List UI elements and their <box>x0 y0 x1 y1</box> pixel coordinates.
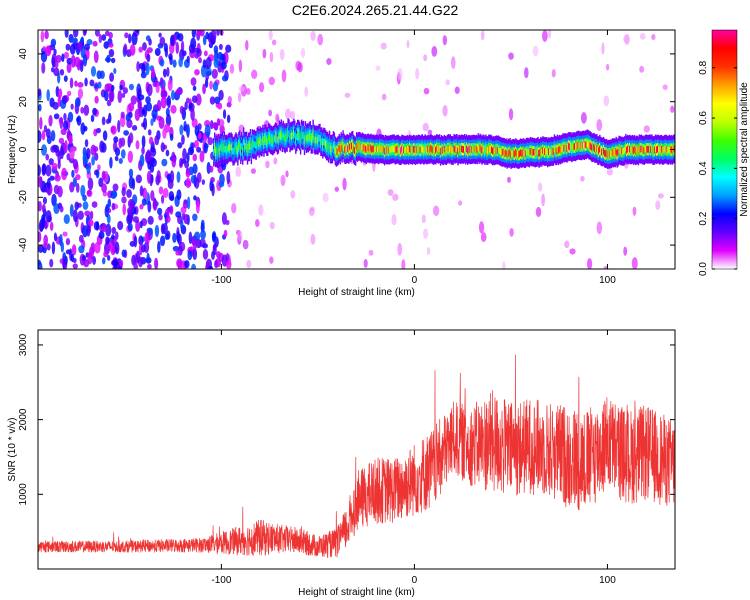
colorbar-tick-label: 0.8 <box>698 60 709 74</box>
y-axis-label: Frequency (Hz) <box>7 115 18 184</box>
x-axis-label: Height of straight line (km) <box>298 587 415 598</box>
y-tick-label: 40 <box>18 48 29 60</box>
chart-title: C2E6.2024.265.21.44.G22 <box>291 2 459 18</box>
snr-frame <box>37 329 676 570</box>
y-tick-label: -40 <box>18 237 29 252</box>
x-tick-label: -100 <box>211 575 231 586</box>
y-tick-label: -20 <box>18 190 29 205</box>
colorbar <box>711 29 738 270</box>
y-axis-label: SNR (10 * v/v) <box>7 418 18 482</box>
snr-background <box>38 330 675 569</box>
x-tick-label: 0 <box>412 275 418 286</box>
x-tick-label: 0 <box>412 575 418 586</box>
y-tick-label: 0 <box>18 146 29 152</box>
y-tick-label: 3000 <box>18 333 29 356</box>
snr-series-line <box>38 354 675 558</box>
colorbar-tick-label: 0.4 <box>698 161 709 175</box>
y-tick-label: 1000 <box>18 483 29 506</box>
x-tick-label: 100 <box>599 275 616 286</box>
x-tick-label: 100 <box>599 575 616 586</box>
colorbar-tick-label: 0.0 <box>698 262 709 276</box>
colorbar-tick-label: 0.2 <box>698 211 709 225</box>
colorbar-tick-label: 0.6 <box>698 111 709 125</box>
spectrogram-image <box>38 30 675 269</box>
colorbar-label: Normalized spectral amplitude <box>739 82 750 217</box>
x-axis-label: Height of straight line (km) <box>298 287 415 298</box>
y-tick-label: 2000 <box>18 408 29 431</box>
x-tick-label: -100 <box>211 275 231 286</box>
y-tick-label: 20 <box>18 96 29 108</box>
